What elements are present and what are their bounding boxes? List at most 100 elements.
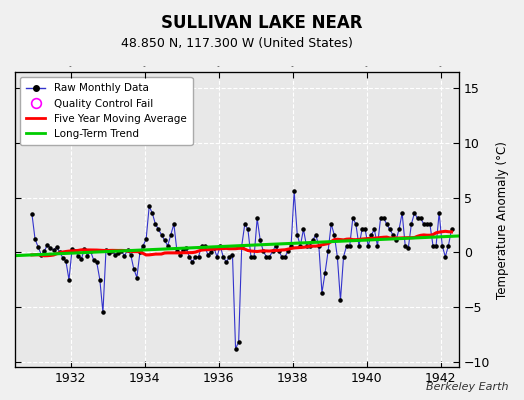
Point bbox=[284, 248, 292, 254]
Point bbox=[265, 254, 274, 260]
Point bbox=[429, 243, 437, 249]
Point bbox=[435, 210, 443, 216]
Point bbox=[253, 215, 261, 222]
Point bbox=[256, 237, 265, 244]
Point bbox=[312, 232, 320, 238]
Point bbox=[198, 243, 206, 249]
Point bbox=[28, 211, 36, 217]
Text: SULLIVAN LAKE NEAR: SULLIVAN LAKE NEAR bbox=[161, 14, 363, 32]
Point bbox=[302, 243, 311, 249]
Point bbox=[96, 276, 104, 283]
Point bbox=[268, 248, 277, 254]
Point bbox=[278, 254, 286, 260]
Point bbox=[318, 290, 326, 296]
Point bbox=[83, 252, 92, 259]
Point bbox=[432, 243, 440, 249]
Point bbox=[210, 245, 218, 251]
Point bbox=[105, 250, 113, 257]
Point bbox=[361, 226, 369, 233]
Point bbox=[324, 248, 332, 254]
Point bbox=[176, 251, 184, 258]
Point bbox=[93, 259, 101, 266]
Point bbox=[139, 243, 147, 249]
Point bbox=[157, 232, 166, 238]
Point bbox=[34, 244, 42, 250]
Point bbox=[213, 254, 221, 260]
Point bbox=[358, 226, 366, 233]
Point bbox=[386, 226, 394, 233]
Point bbox=[37, 251, 46, 258]
Point bbox=[330, 232, 339, 238]
Point bbox=[80, 246, 89, 252]
Point bbox=[401, 243, 409, 249]
Point bbox=[309, 237, 317, 244]
Point bbox=[281, 254, 289, 260]
Point bbox=[160, 237, 169, 244]
Point bbox=[398, 210, 406, 216]
Point bbox=[148, 210, 157, 216]
Point bbox=[259, 248, 268, 254]
Point bbox=[247, 254, 255, 260]
Point bbox=[410, 210, 419, 216]
Point bbox=[392, 237, 400, 244]
Point bbox=[342, 243, 351, 249]
Point bbox=[348, 215, 357, 222]
Point bbox=[65, 276, 73, 283]
Point bbox=[290, 188, 298, 194]
Point bbox=[62, 258, 70, 264]
Point bbox=[355, 243, 363, 249]
Point bbox=[232, 345, 240, 352]
Text: Berkeley Earth: Berkeley Earth bbox=[426, 382, 508, 392]
Point bbox=[237, 243, 246, 249]
Point bbox=[333, 254, 342, 260]
Point bbox=[364, 243, 373, 249]
Point bbox=[441, 254, 450, 260]
Point bbox=[185, 254, 193, 260]
Point bbox=[142, 236, 150, 242]
Point bbox=[201, 243, 209, 249]
Point bbox=[389, 232, 397, 238]
Point bbox=[420, 221, 428, 227]
Point bbox=[299, 226, 308, 233]
Point bbox=[352, 221, 360, 227]
Point bbox=[129, 266, 138, 272]
Point bbox=[56, 249, 64, 256]
Point bbox=[117, 248, 126, 254]
Point bbox=[52, 244, 61, 250]
Point bbox=[404, 245, 412, 251]
Point bbox=[182, 245, 190, 251]
Point bbox=[31, 236, 39, 242]
Point bbox=[108, 248, 116, 254]
Point bbox=[136, 249, 144, 256]
Point bbox=[124, 247, 132, 253]
Point bbox=[395, 226, 403, 233]
Point bbox=[225, 254, 234, 260]
Point bbox=[244, 226, 252, 233]
Point bbox=[188, 259, 196, 266]
Point bbox=[345, 243, 354, 249]
Point bbox=[170, 221, 178, 227]
Point bbox=[367, 232, 376, 238]
Point bbox=[234, 339, 243, 345]
Point bbox=[219, 254, 227, 260]
Point bbox=[126, 251, 135, 258]
Point bbox=[373, 243, 381, 249]
Title: 48.850 N, 117.300 W (United States): 48.850 N, 117.300 W (United States) bbox=[121, 37, 353, 50]
Point bbox=[438, 243, 446, 249]
Point bbox=[46, 245, 54, 251]
Point bbox=[447, 226, 456, 233]
Point bbox=[370, 226, 378, 233]
Point bbox=[145, 203, 154, 210]
Point bbox=[425, 221, 434, 227]
Point bbox=[379, 215, 388, 222]
Point bbox=[241, 221, 249, 227]
Point bbox=[111, 251, 119, 258]
Point bbox=[173, 248, 181, 254]
Point bbox=[133, 274, 141, 281]
Point bbox=[194, 254, 203, 260]
Point bbox=[86, 248, 95, 254]
Point bbox=[206, 249, 215, 256]
Point bbox=[179, 247, 187, 253]
Point bbox=[407, 221, 416, 227]
Point bbox=[228, 251, 237, 258]
